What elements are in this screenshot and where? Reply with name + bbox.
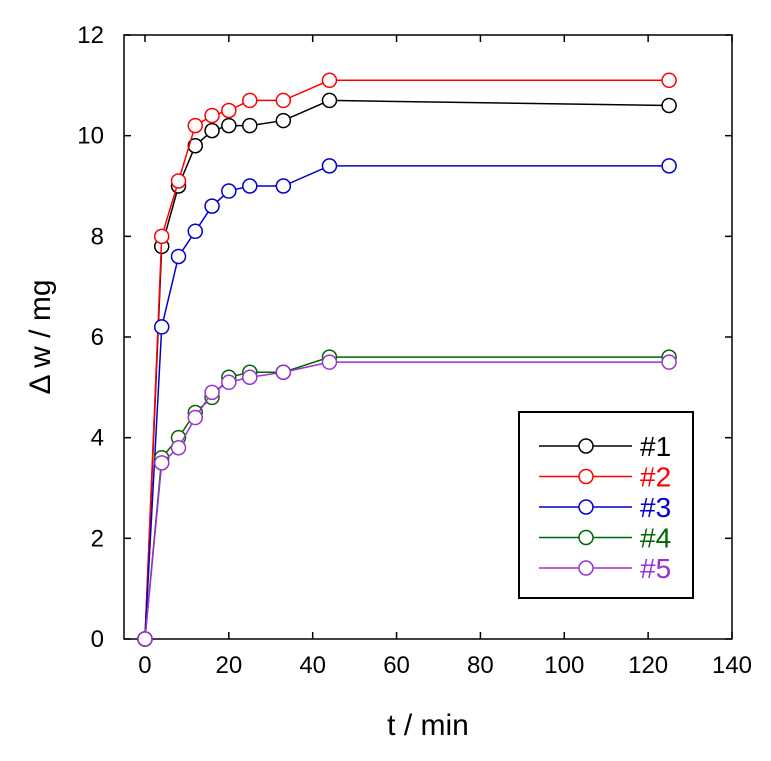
data-point	[170, 248, 187, 265]
legend-label: #1	[640, 431, 671, 462]
x-tick-label: 60	[383, 652, 410, 679]
legend-item: #5	[539, 553, 671, 584]
x-tick-label: 0	[138, 652, 151, 679]
x-tick-label: 120	[628, 652, 668, 679]
data-point	[275, 92, 292, 109]
data-point	[204, 122, 220, 139]
legend-marker	[578, 499, 594, 515]
legend-marker	[578, 529, 594, 546]
x-tick-label: 80	[467, 652, 494, 679]
y-tick-label: 2	[91, 525, 104, 552]
legend-item: #4	[539, 523, 671, 554]
legend-label: #4	[640, 523, 671, 554]
x-tick-label: 20	[215, 652, 242, 679]
data-point	[170, 173, 187, 189]
data-point	[661, 72, 677, 89]
legend: #1#2#3#4#5	[518, 411, 694, 599]
legend-item: #3	[539, 492, 671, 523]
data-point	[153, 228, 170, 245]
data-point	[242, 369, 258, 386]
data-point	[242, 117, 258, 134]
data-point	[242, 178, 258, 194]
y-axis-title: Δ w / mg	[24, 279, 57, 394]
data-point	[221, 102, 237, 119]
data-point	[221, 183, 237, 199]
y-tick-label: 12	[77, 22, 104, 49]
data-point	[187, 137, 204, 154]
data-point	[275, 178, 292, 194]
x-tick-label: 140	[712, 652, 752, 679]
y-tick-label: 10	[77, 123, 104, 150]
legend-items: #1#2#3#4#5	[539, 431, 671, 584]
data-point	[661, 354, 677, 370]
data-point	[242, 92, 258, 109]
data-point	[170, 439, 187, 456]
data-point	[187, 117, 204, 134]
data-point	[204, 384, 220, 401]
data-point	[187, 223, 204, 240]
legend-item: #2	[539, 462, 671, 493]
data-point	[137, 631, 153, 647]
y-tick-label: 6	[91, 324, 104, 351]
data-point	[661, 97, 677, 114]
data-point	[321, 92, 338, 109]
legend-item: #1	[539, 431, 671, 462]
x-tick-label: 100	[544, 652, 584, 679]
series-line	[144, 165, 670, 640]
y-tick-label: 8	[91, 223, 104, 250]
data-point	[187, 409, 204, 426]
data-point	[661, 158, 677, 174]
data-point	[153, 319, 170, 335]
legend-label: #5	[640, 553, 671, 584]
x-axis-title: t / min	[387, 709, 469, 742]
legend-label: #3	[640, 492, 671, 523]
data-point	[275, 112, 292, 129]
y-tick-label: 0	[91, 626, 104, 653]
data-point	[204, 107, 220, 124]
data-point	[221, 374, 237, 391]
legend-marker	[578, 438, 594, 454]
data-point	[275, 364, 292, 380]
x-tick-label: 40	[299, 652, 326, 679]
data-point	[204, 198, 220, 214]
legend-box	[518, 411, 694, 599]
series-line	[144, 361, 670, 640]
legend-marker	[578, 468, 594, 485]
data-point	[221, 117, 237, 134]
axis-ticks: 0 20 40 60 80 100 120 140 0 2 4 6 8 10 12	[77, 22, 752, 679]
series-line	[144, 79, 670, 640]
legend-marker	[578, 560, 594, 576]
data-point	[321, 158, 338, 174]
series-5	[137, 354, 677, 647]
data-point	[321, 354, 338, 370]
legend-label: #2	[640, 462, 671, 493]
data-point	[321, 72, 338, 89]
series-layer	[137, 72, 677, 647]
y-tick-label: 4	[91, 425, 104, 452]
data-point	[153, 455, 170, 471]
series-line	[144, 99, 670, 640]
